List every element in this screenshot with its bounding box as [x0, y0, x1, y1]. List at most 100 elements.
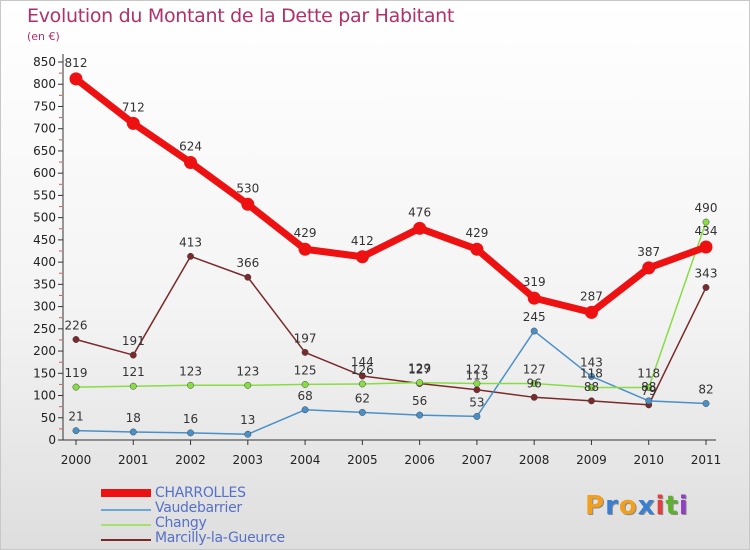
y-tick-label: 350	[33, 277, 56, 291]
y-tick-label: 50	[41, 411, 56, 425]
data-label-charrolles: 387	[637, 245, 660, 259]
x-tick-label: 2004	[290, 453, 321, 467]
y-tick-label: 550	[33, 188, 56, 202]
y-tick-label: 0	[48, 433, 56, 447]
y-tick-label: 700	[33, 122, 56, 136]
data-label-marcilly-la-gueurce: 366	[236, 256, 259, 270]
data-label-changy: 126	[351, 363, 374, 377]
proxiti-logo-letter: r	[605, 491, 619, 521]
data-label-vaudebarrier: 53	[469, 395, 484, 409]
proxiti-logo-letter: i	[678, 491, 689, 521]
data-label-vaudebarrier: 88	[641, 380, 656, 394]
proxiti-logo-letter: P	[585, 491, 606, 521]
x-tick-label: 2007	[462, 453, 493, 467]
data-point-vaudebarrier	[129, 428, 137, 436]
x-tick-label: 2000	[61, 453, 92, 467]
data-label-charrolles: 434	[695, 224, 718, 238]
data-point-vaudebarrier	[187, 429, 194, 437]
proxiti-logo-letter: t	[665, 491, 679, 521]
data-label-vaudebarrier: 13	[240, 413, 255, 427]
y-tick-label: 750	[33, 99, 56, 113]
data-label-changy: 118	[637, 367, 660, 381]
data-point-charrolles	[527, 291, 541, 305]
data-point-vaudebarrier	[702, 400, 710, 407]
data-label-marcilly-la-gueurce: 413	[179, 235, 202, 249]
data-point-changy	[244, 381, 252, 389]
data-label-vaudebarrier: 245	[523, 310, 546, 324]
y-tick-label: 150	[33, 366, 56, 380]
legend-swatch-charrolles	[101, 489, 151, 497]
data-point-charrolles	[355, 250, 369, 264]
y-tick-label: 300	[33, 300, 56, 314]
y-tick-label: 850	[33, 55, 56, 69]
x-tick-label: 2001	[118, 453, 149, 467]
data-point-marcilly-la-gueurce	[301, 348, 309, 356]
series-line-marcilly-la-gueurce	[75, 255, 707, 406]
data-point-vaudebarrier	[530, 327, 538, 335]
data-label-marcilly-la-gueurce: 79	[641, 384, 656, 398]
data-point-vaudebarrier	[301, 406, 309, 414]
data-label-changy: 118	[580, 367, 603, 381]
data-label-charrolles: 429	[294, 226, 317, 240]
data-label-marcilly-la-gueurce: 144	[351, 355, 374, 369]
y-tick-label: 600	[33, 166, 56, 180]
data-label-vaudebarrier: 16	[183, 412, 198, 426]
data-label-charrolles: 476	[408, 205, 431, 219]
data-point-vaudebarrier	[645, 397, 653, 405]
legend-swatch-vaudebarrier	[101, 509, 151, 511]
data-point-vaudebarrier	[358, 408, 366, 416]
data-point-marcilly-la-gueurce	[358, 372, 366, 380]
data-point-vaudebarrier	[72, 427, 80, 435]
data-point-changy	[187, 381, 194, 389]
legend-swatch-marcilly	[101, 539, 151, 541]
data-label-charrolles: 287	[580, 289, 603, 303]
data-point-vaudebarrier	[244, 430, 252, 438]
x-tick-label: 2008	[519, 453, 550, 467]
data-point-marcilly-la-gueurce	[702, 284, 710, 291]
data-point-charrolles	[642, 261, 656, 275]
series-line-changy	[75, 221, 707, 389]
proxiti-logo-letter: i	[655, 491, 666, 521]
y-tick-label: 200	[33, 344, 56, 358]
data-label-changy: 123	[179, 364, 202, 378]
axes: 0 50 100 150 200 250 300 350 400 450 500 550 600 650 7…	[33, 54, 721, 467]
data-point-changy	[416, 379, 424, 387]
data-label-vaudebarrier: 18	[126, 411, 141, 425]
data-label-changy: 119	[65, 366, 88, 380]
x-tick-label: 2010	[633, 453, 664, 467]
data-label-changy: 125	[294, 363, 317, 377]
data-point-marcilly-la-gueurce	[72, 336, 80, 343]
data-label-charrolles: 412	[351, 234, 374, 248]
legend-label-changy: Changy	[155, 515, 207, 531]
legend-label-charrolles: CHARROLLES	[155, 485, 246, 501]
data-label-marcilly-la-gueurce: 88	[584, 380, 599, 394]
data-point-changy	[301, 380, 309, 388]
data-label-vaudebarrier: 21	[68, 410, 83, 424]
data-point-vaudebarrier	[473, 412, 481, 420]
data-label-marcilly-la-gueurce: 226	[65, 318, 88, 332]
data-point-marcilly-la-gueurce	[129, 351, 137, 359]
data-label-charrolles: 812	[65, 56, 88, 70]
data-label-marcilly-la-gueurce: 127	[408, 363, 431, 377]
legend-label-vaudebarrier: Vaudebarrier	[155, 500, 242, 516]
data-point-marcilly-la-gueurce	[588, 397, 595, 405]
data-point-charrolles	[126, 116, 140, 130]
data-label-changy: 129	[408, 362, 431, 376]
data-label-vaudebarrier: 68	[297, 389, 312, 403]
data-label-changy: 127	[465, 363, 488, 377]
data-point-marcilly-la-gueurce	[530, 393, 538, 401]
data-point-changy	[588, 384, 595, 391]
data-point-charrolles	[241, 197, 255, 211]
legend-label-marcilly: Marcilly-la-Gueurce	[155, 530, 285, 546]
data-point-charrolles	[584, 305, 598, 319]
x-tick-label: 2002	[175, 453, 206, 467]
data-label-changy: 127	[523, 363, 546, 377]
series-line-vaudebarrier	[75, 330, 707, 435]
data-label-changy: 121	[122, 365, 145, 379]
data-label-vaudebarrier: 56	[412, 394, 427, 408]
x-tick-label: 2006	[404, 453, 435, 467]
x-tick-label: 2005	[347, 453, 378, 467]
